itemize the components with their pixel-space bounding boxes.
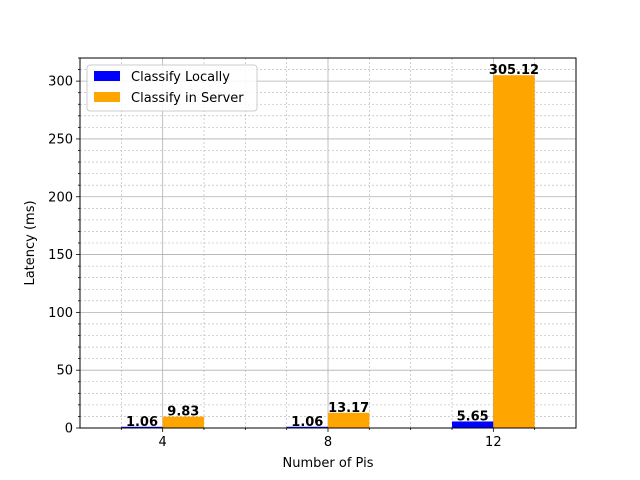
y-tick-label: 50 — [56, 364, 73, 379]
y-tick-label: 200 — [48, 190, 73, 205]
x-tick-label: 4 — [159, 435, 167, 450]
x-tick-label: 12 — [485, 435, 502, 450]
y-axis-label: Latency (ms) — [23, 200, 38, 285]
data-label: 305.12 — [489, 63, 539, 78]
legend-label-classify-in-server: Classify in Server — [131, 91, 244, 106]
y-tick-label: 0 — [65, 422, 73, 437]
legend-label-classify-locally: Classify Locally — [131, 70, 230, 85]
data-label: 9.83 — [167, 405, 199, 420]
data-label: 13.17 — [328, 401, 369, 416]
legend-swatch-classify-in-server — [94, 92, 120, 102]
y-tick-label: 100 — [48, 306, 73, 321]
bar-classify-in-server-12 — [493, 75, 534, 428]
y-tick-label: 250 — [48, 132, 73, 147]
y-tick-label: 300 — [48, 75, 73, 90]
legend-swatch-classify-locally — [94, 71, 120, 81]
y-tick-label: 150 — [48, 248, 73, 263]
legend: Classify Locally Classify in Server — [87, 65, 257, 111]
x-tick-label: 8 — [324, 435, 332, 450]
x-axis-label: Number of Pis — [283, 456, 374, 471]
data-label: 5.65 — [457, 409, 489, 424]
